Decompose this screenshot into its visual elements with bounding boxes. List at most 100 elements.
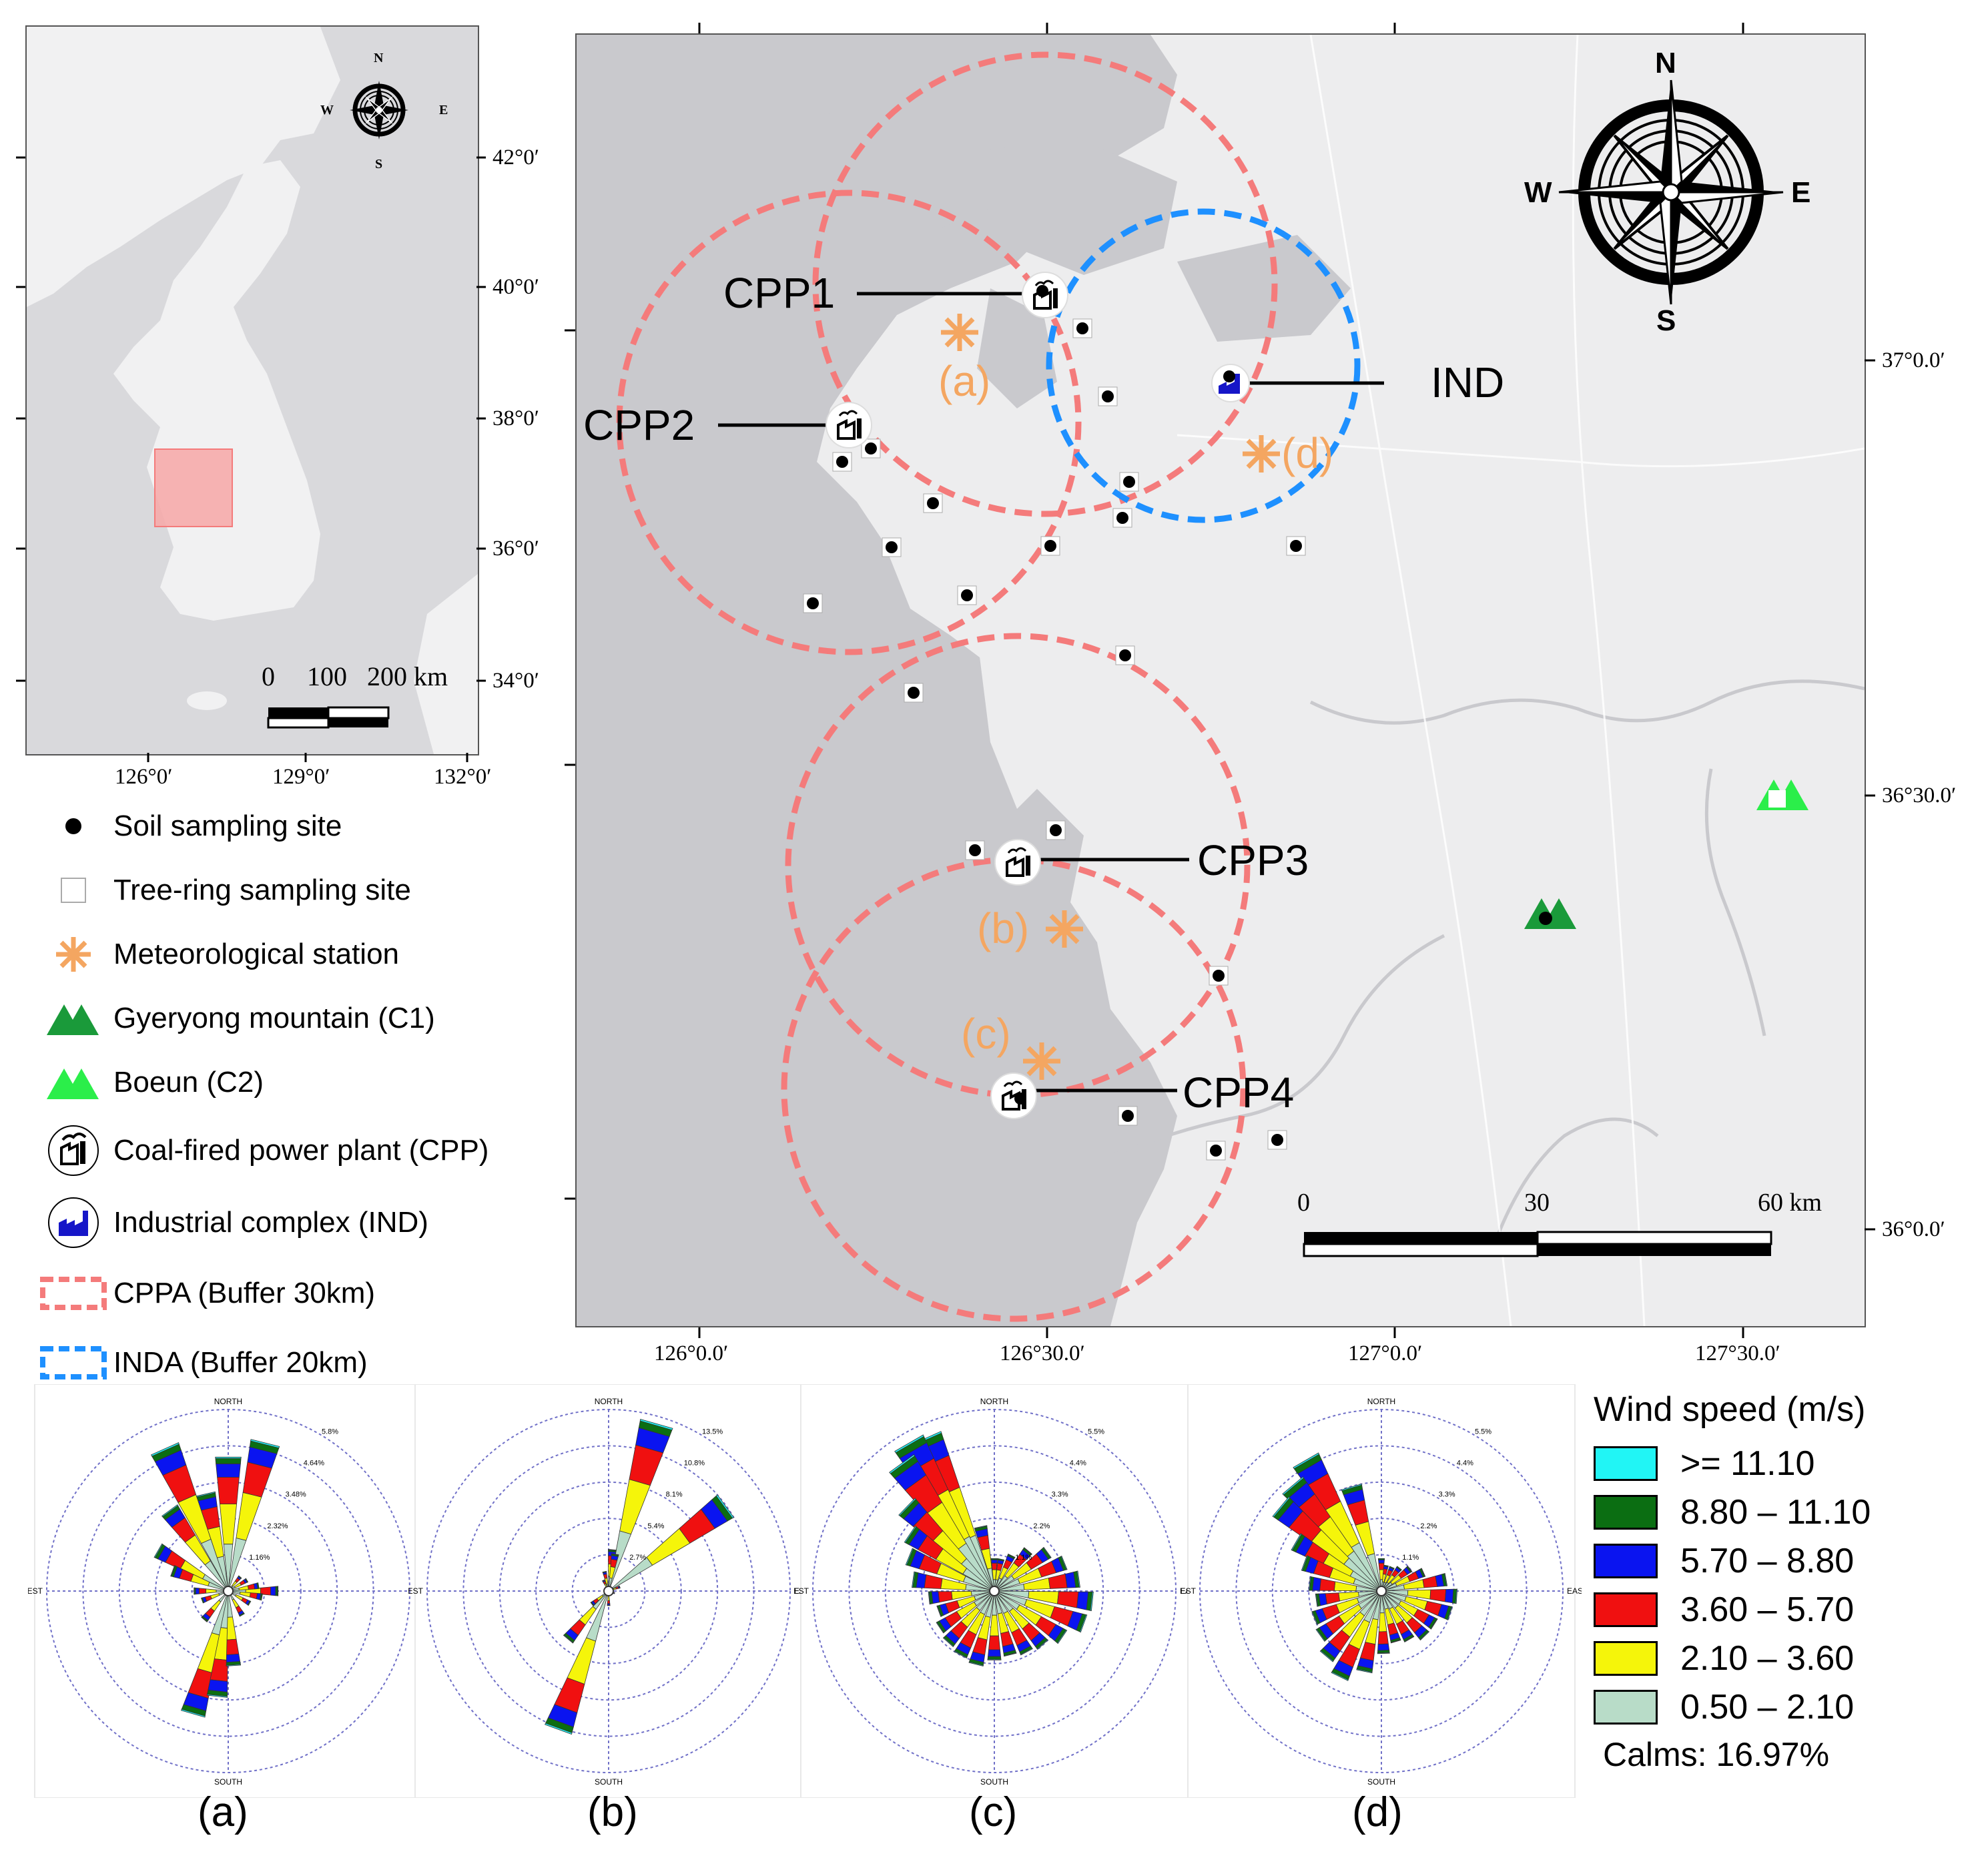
wind-rose-ring-label: 5.5% xyxy=(1088,1428,1104,1436)
dashed-box-icon xyxy=(40,1277,107,1310)
cpp-icons xyxy=(825,272,1068,1119)
mountain-icon xyxy=(47,1068,99,1099)
legend-label: Boeun (C2) xyxy=(113,1066,264,1099)
wind-rose-ring-label: 1.1% xyxy=(1402,1554,1419,1562)
wind-rose-ring-label: 1.16% xyxy=(249,1554,270,1562)
station-c-label: (c) xyxy=(961,1010,1011,1058)
gyeryong-mountain-icon xyxy=(1524,898,1576,929)
wind-rose-petal-segment xyxy=(607,1600,611,1604)
main-lon-label: 126°0.0′ xyxy=(654,1341,729,1365)
wind-rose-petal-segment xyxy=(715,1494,735,1519)
wind-rose-petal-segment xyxy=(226,1664,242,1666)
wind-rose-petal-segment xyxy=(150,1442,180,1457)
wind-rose-ring-label: 8.1% xyxy=(666,1491,683,1499)
inset-compass-n: N xyxy=(374,51,384,65)
wind-rose-petal-segment xyxy=(613,1592,615,1594)
legend-inda-buffer: INDA (Buffer 20km) xyxy=(33,1328,567,1397)
wind-rose-petal-segment xyxy=(215,1458,242,1464)
wind-rose-petal-segment xyxy=(1378,1559,1385,1564)
legend-label: CPPA (Buffer 30km) xyxy=(113,1277,376,1309)
wind-rose-petal-segment xyxy=(153,1543,163,1558)
wind-rose-petal-segment xyxy=(1379,1569,1384,1580)
wind-rose-petal-segment xyxy=(1443,1573,1448,1586)
wind-rose-petal-segment xyxy=(1301,1555,1309,1571)
wind-rose-petal-segment xyxy=(1419,1630,1430,1641)
wind-rose-petal-segment xyxy=(611,1553,619,1556)
wind-rose-ring-label: 5.4% xyxy=(647,1522,664,1530)
station-b-label: (b) xyxy=(977,904,1030,952)
wind-rose-b-label: (b) xyxy=(587,1789,638,1835)
wind-rose-petal-segment xyxy=(545,1723,573,1735)
power-plant-icon xyxy=(48,1125,99,1176)
wind-rose-ring-label: 3.48% xyxy=(286,1491,306,1499)
wind-rose-petal-segment xyxy=(170,1565,176,1577)
wind-rose-petal-segment xyxy=(1455,1588,1458,1604)
wind-rose-ring-label: 5.5% xyxy=(1475,1428,1492,1436)
main-lat-label: 36°30.0′ xyxy=(1882,784,1957,808)
wind-rose-petal-segment xyxy=(201,1616,208,1623)
wind-rose-petal-segment xyxy=(1004,1652,1017,1657)
wind-rose-petal-segment xyxy=(942,1636,954,1648)
wind-rose-petal-segment xyxy=(936,1605,942,1617)
wind-rose-petal-segment xyxy=(1315,1593,1319,1607)
mountain-icon xyxy=(47,1004,99,1035)
main-compass-e: E xyxy=(1791,176,1811,209)
wind-rose-petal-segment xyxy=(1291,1533,1302,1551)
wind-rose-petal-segment xyxy=(1444,1588,1454,1604)
wind-bin-swatch xyxy=(1594,1494,1658,1530)
wind-rose-petal-segment xyxy=(244,1578,249,1583)
wind-rose-petal-segment xyxy=(904,1525,917,1544)
wind-rose-petal-segment xyxy=(898,1498,916,1516)
wind-bin-row: 0.50 – 2.10 xyxy=(1594,1682,1871,1731)
wind-rose-petal-segment xyxy=(1311,1611,1319,1625)
wind-bin-label: 3.60 – 5.70 xyxy=(1680,1590,1855,1629)
wind-rose-petal-segment xyxy=(1293,1452,1320,1470)
wind-bin-swatch xyxy=(1594,1592,1658,1627)
met-stations xyxy=(941,314,1280,1080)
inset-lat-label: 38°0′ xyxy=(492,406,539,430)
ind-label: IND xyxy=(1431,358,1505,406)
wind-rose-petal-segment xyxy=(1390,1639,1401,1644)
wind-rose-ring-label: 5.8% xyxy=(322,1428,338,1436)
main-scale-60: 60 km xyxy=(1758,1189,1823,1217)
wind-bin-swatch xyxy=(1594,1640,1658,1676)
wind-rose-ring-label: 10.8% xyxy=(684,1460,705,1468)
wind-rose-petal-segment xyxy=(200,1597,205,1604)
inset-lat-label: 40°0′ xyxy=(492,275,539,299)
wind-rose-petal-segment xyxy=(607,1596,610,1601)
inset-lat-label: 42°0′ xyxy=(492,145,539,170)
wind-rose-petal-segment xyxy=(275,1586,278,1596)
station-a-label: (a) xyxy=(938,357,991,405)
wind-rose-petal-segment xyxy=(563,1634,574,1644)
wind-bin-label: >= 11.10 xyxy=(1680,1444,1815,1483)
wind-rose-petal-segment xyxy=(1389,1566,1395,1570)
legend-ind: Industrial complex (IND) xyxy=(33,1187,567,1259)
wind-rose-petal-segment xyxy=(602,1579,605,1582)
wind-rose-direction-label: SOUTH xyxy=(214,1777,242,1787)
wind-rose-petal-segment xyxy=(607,1604,611,1606)
wind-rose-direction-label: WEST xyxy=(408,1586,424,1596)
main-scale-0: 0 xyxy=(1297,1189,1310,1217)
wind-rose-petal-segment xyxy=(618,1585,621,1589)
wind-rose-petal-segment xyxy=(1023,1547,1032,1555)
wind-bin-label: 2.10 – 3.60 xyxy=(1680,1638,1855,1678)
wind-rose-petal-segment xyxy=(936,1622,944,1634)
wind-rose-direction-label: NORTH xyxy=(1367,1397,1395,1406)
wind-rose-petal-segment xyxy=(1377,1558,1385,1560)
inset-lat-label: 36°0′ xyxy=(492,537,539,561)
calms-label: Calms: 16.97% xyxy=(1603,1736,1830,1773)
wind-rose-ring-label: 2.2% xyxy=(1420,1522,1437,1530)
main-map-canvas xyxy=(577,34,1865,1327)
station-d-label: (d) xyxy=(1281,429,1334,477)
wind-rose-direction-label: WEST xyxy=(28,1586,43,1596)
wind-rose-petal-segment xyxy=(1341,1483,1363,1492)
ind-factory-icon xyxy=(1211,364,1250,402)
wind-rose-petal-segment xyxy=(968,1661,984,1666)
main-map: N S E W CPP1 CPP2 CPP3 CPP4 IND (a) (d) … xyxy=(575,33,1866,1327)
wind-rose-ring-label: 4.4% xyxy=(1070,1460,1086,1468)
legend-label: Coal-fired power plant (CPP) xyxy=(113,1134,489,1167)
wind-rose-petal-segment xyxy=(270,1586,276,1596)
wind-rose-c-label: (c) xyxy=(969,1789,1018,1835)
asterisk-icon xyxy=(56,937,91,972)
main-compass-s: S xyxy=(1656,304,1676,337)
